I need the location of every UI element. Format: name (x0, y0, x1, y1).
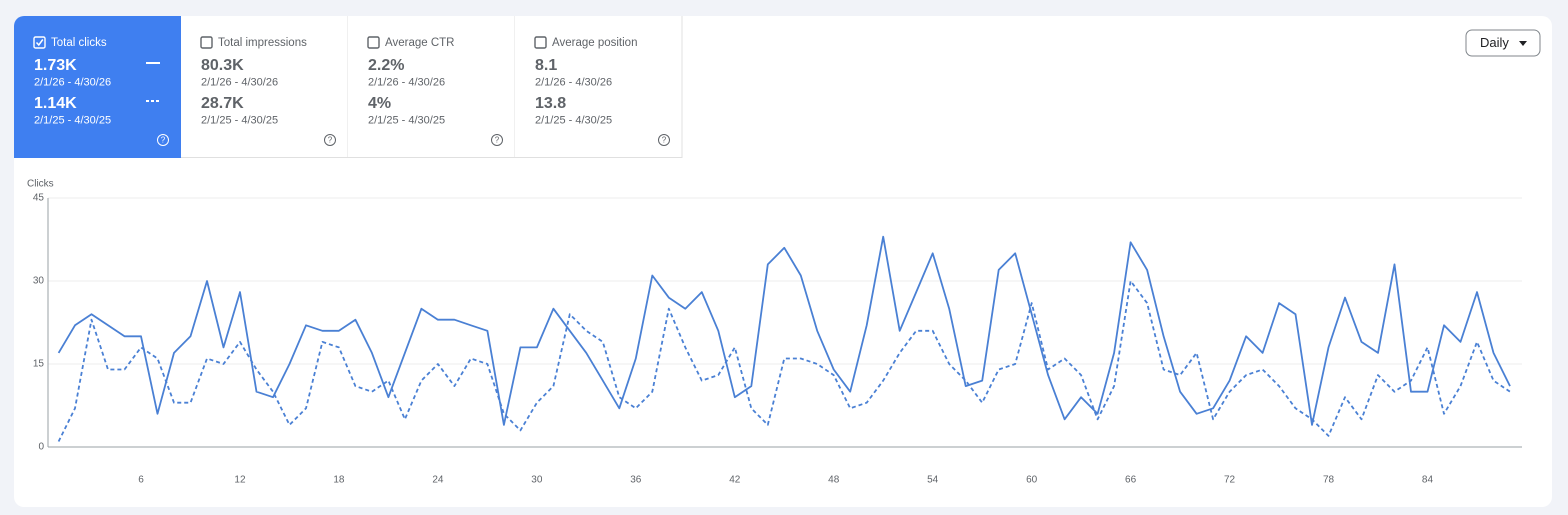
checkbox[interactable] (200, 36, 213, 49)
help-icon-mark: ? (328, 136, 333, 145)
dropdown[interactable]: Daily (1465, 29, 1541, 57)
card-range: 2/1/26 - 4/30/26 (535, 76, 612, 88)
y-tick-label: 15 (33, 359, 45, 370)
x-tick-label: 66 (1125, 475, 1137, 486)
metric-card[interactable]: Average CTR 2.2% 2/1/26 - 4/30/26 4% 2/1/25 … (348, 16, 516, 158)
card-label: Average CTR (385, 37, 454, 49)
dropdown-label[interactable]: Daily (1480, 35, 1509, 50)
y-tick-label: 30 (33, 276, 45, 287)
x-tick-label: 48 (828, 475, 840, 486)
card-value: 2.2% (368, 57, 404, 74)
y-tick-label: 0 (38, 442, 44, 453)
card-value: 1.14K (34, 95, 77, 112)
help-icon-mark: ? (495, 136, 500, 145)
card-bg (348, 16, 515, 158)
help-icon (491, 134, 503, 146)
card-bg (515, 16, 682, 158)
checkbox[interactable] (534, 36, 547, 49)
y-tick-label: 45 (33, 193, 45, 204)
card-value: 8.1 (535, 57, 557, 74)
card-value: 1.73K (34, 57, 77, 74)
card-value: 80.3K (201, 57, 244, 74)
metric-card[interactable]: Total clicks 1.73K 2/1/26 - 4/30/26 1.14K 2/… (14, 16, 181, 158)
series-line (57, 280, 1511, 442)
x-tick-label: 24 (432, 475, 444, 486)
checkbox[interactable] (33, 36, 46, 49)
card-value: 28.7K (201, 95, 244, 112)
help-icon (658, 134, 670, 146)
card-value: 4% (368, 95, 391, 112)
help-icon (157, 134, 169, 146)
card-label: Total clicks (51, 37, 107, 49)
x-tick-label: 60 (1026, 475, 1038, 486)
metric-card[interactable]: Average position 8.1 2/1/26 - 4/30/26 13.8 2… (515, 16, 683, 158)
x-tick-label: 30 (531, 475, 543, 486)
x-tick-label: 42 (729, 475, 741, 486)
x-tick-label: 78 (1323, 475, 1335, 486)
card-label: Average position (552, 37, 637, 49)
card-range: 2/1/25 - 4/30/25 (34, 114, 111, 126)
series-line (57, 235, 1511, 426)
x-tick-label: 6 (138, 475, 144, 486)
help-icon-mark: ? (161, 136, 166, 145)
card-range: 2/1/26 - 4/30/26 (201, 76, 278, 88)
checkmark (35, 39, 44, 47)
card-range: 2/1/25 - 4/30/25 (535, 114, 612, 126)
metric-card[interactable]: Total impressions 80.3K 2/1/26 - 4/30/26 28… (181, 16, 349, 158)
card-bg (181, 16, 348, 158)
card-label: Total impressions (218, 37, 307, 49)
card-range: 2/1/26 - 4/30/26 (368, 76, 445, 88)
x-tick-label: 72 (1224, 475, 1236, 486)
checkbox[interactable] (367, 36, 380, 49)
help-icon-mark: ? (662, 136, 667, 145)
dropdown-arrow (1519, 41, 1527, 46)
x-tick-label: 36 (630, 475, 642, 486)
x-tick-label: 84 (1422, 475, 1434, 486)
card-range: 2/1/25 - 4/30/25 (368, 114, 445, 126)
x-tick-label: 54 (927, 475, 939, 486)
card-range: 2/1/25 - 4/30/25 (201, 114, 278, 126)
help-icon (324, 134, 336, 146)
x-tick-label: 18 (333, 475, 345, 486)
dropdown-box[interactable] (1465, 29, 1541, 57)
card-value: 13.8 (535, 95, 566, 112)
y-axis-label: Clicks (27, 179, 54, 190)
card-range: 2/1/26 - 4/30/26 (34, 76, 111, 88)
x-tick-label: 12 (234, 475, 246, 486)
